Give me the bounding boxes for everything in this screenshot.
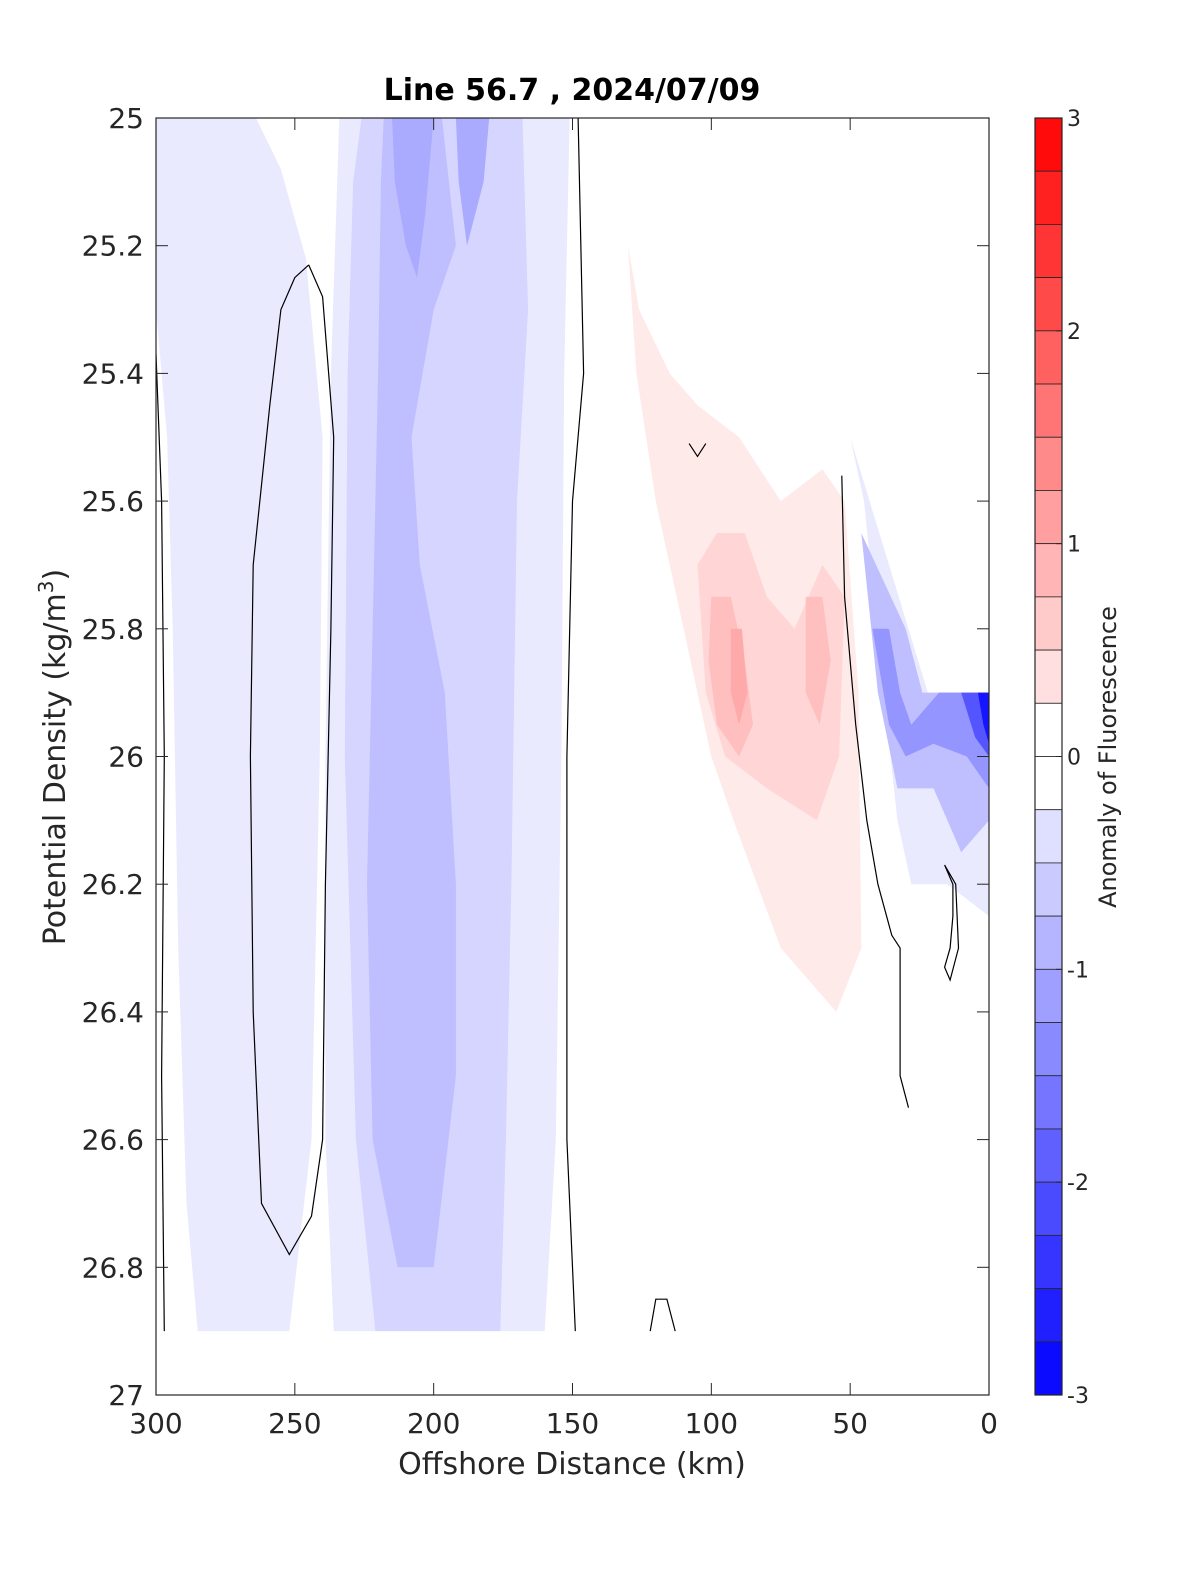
colorbar-segment [1034,224,1063,279]
y-tick-label: 25.2 [82,230,144,263]
colorbar-segment [1034,330,1063,385]
y-tick-label: 26.4 [82,996,144,1029]
colorbar-segment [1034,915,1063,970]
colorbar-segment [1034,1288,1063,1343]
x-tick-label: 250 [268,1407,321,1440]
y-axis: 25 25.2 25.4 25.6 25.8 26 26.2 26.4 26.6 26.8 27 [82,102,989,1412]
zero-contour-small-arc-bottom [649,1298,676,1332]
contour-region-nearshore-max-positive [730,628,748,725]
colorbar-segment [1034,756,1063,811]
colorbar: 3 2 1 0 -1 -2 -3 [1034,107,1089,1409]
y-axis-label: Potential Density (kg/m3) [34,569,73,945]
zero-contour-offshore-loop [249,264,335,1256]
y-tick-label: 26.2 [82,868,144,901]
contour-region-central-max-negative-2 [455,118,490,246]
colorbar-segment [1034,117,1063,172]
x-axis: 300 250 200 150 100 50 0 [129,118,998,1440]
x-tick-label: 300 [129,1407,182,1440]
y-tick-label: 27 [108,1379,144,1412]
colorbar-tick-label: -3 [1067,1384,1089,1409]
colorbar-segment [1034,1128,1063,1183]
colorbar-segment [1034,383,1063,438]
colorbar-segment [1034,809,1063,864]
colorbar-label: Anomaly of Fluorescence [1094,606,1122,908]
contour-regions [156,118,989,1332]
x-tick-label: 50 [832,1407,868,1440]
y-axis-label-main: Potential Density (kg/m [38,593,73,945]
colorbar-tick-label: -1 [1067,958,1089,983]
contour-region-coastal-negative-3 [872,628,989,789]
colorbar-segment [1034,1022,1063,1077]
y-axis-label-close: ) [38,569,73,581]
plot-area [155,117,990,1396]
y-axis-label-superscript: 3 [34,580,58,593]
contour-region-offshore-weak-negative [156,118,323,1332]
zero-contour-central-edge [566,118,585,1332]
colorbar-segment [1034,1341,1063,1396]
zero-contour-small-arc-top [688,443,707,458]
x-tick-label: 100 [685,1407,738,1440]
colorbar-tick-label: 3 [1067,107,1081,132]
contour-region-central-max-negative [392,118,434,278]
colorbar-tick-label: 0 [1067,746,1081,771]
colorbar-segment [1034,1075,1063,1130]
contour-region-central-core-negative [367,118,456,1268]
colorbar-segment [1034,543,1063,598]
y-tick-label: 26 [108,741,144,774]
x-tick-label: 200 [407,1407,460,1440]
colorbar-segment [1034,1234,1063,1289]
y-tick-label: 25 [108,102,144,135]
colorbar-segment [1034,862,1063,917]
colorbar-segment [1034,436,1063,491]
colorbar-segment [1034,277,1063,332]
contour-region-coastal-negative-2 [861,533,989,853]
colorbar-segment [1034,1181,1063,1236]
x-tick-label: 150 [546,1407,599,1440]
y-tick-label: 25.4 [82,357,144,390]
contour-region-coastal-negative-5 [977,692,989,744]
colorbar-segment [1034,490,1063,545]
colorbar-segment [1034,596,1063,651]
x-tick-label: 0 [980,1407,998,1440]
chart-title: Line 56.7 , 2024/07/09 [384,73,761,108]
colorbar-segment [1034,968,1063,1023]
colorbar-tick-label: -2 [1067,1171,1089,1196]
colorbar-tick-label: 1 [1067,533,1081,558]
colorbar-segment [1034,702,1063,757]
x-axis-label: Offshore Distance (km) [398,1447,746,1482]
y-tick-label: 25.6 [82,485,144,518]
y-tick-label: 26.8 [82,1251,144,1284]
contour-region-nearshore-core-positive-2 [805,596,831,725]
colorbar-segment [1034,170,1063,225]
y-tick-label: 26.6 [82,1124,144,1157]
colorbar-tick-label: 2 [1067,320,1081,345]
colorbar-segment [1034,649,1063,704]
y-tick-label: 25.8 [82,613,144,646]
zero-contour-coastal-edge [841,475,910,1108]
zero-contour-coastal-loop [943,864,960,982]
